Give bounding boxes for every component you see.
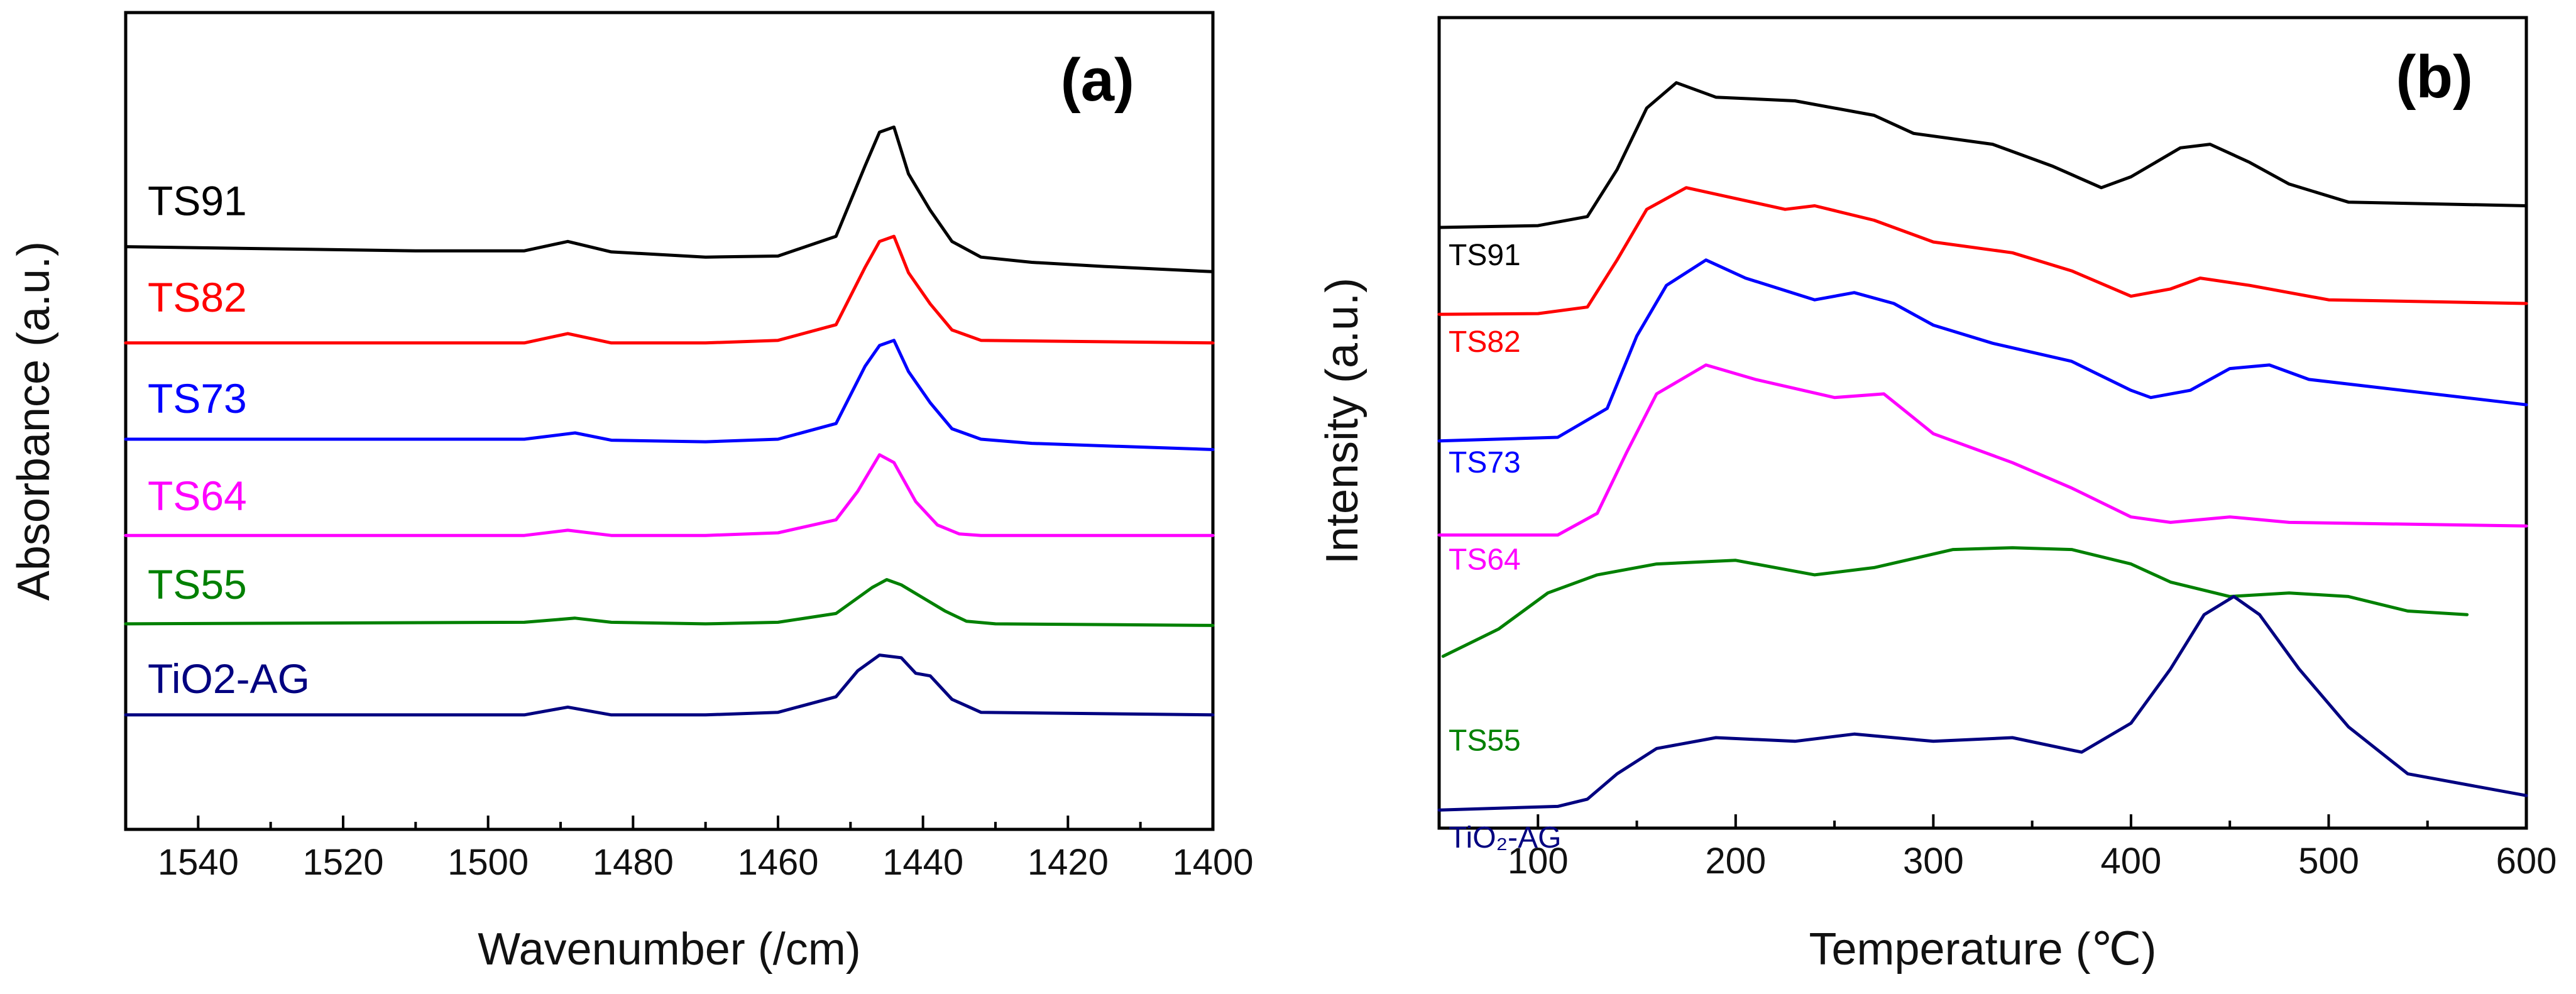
series-label-b-3: TS64 — [1449, 543, 1521, 577]
series-label-b-1: TS82 — [1449, 325, 1521, 359]
x-axis-title-b: Temperature (℃) — [1809, 924, 2156, 975]
series-label-a-0: TS91 — [148, 178, 247, 224]
series-line-b-3 — [1437, 363, 2528, 537]
x-tick-label-b-3: 400 — [2101, 841, 2162, 882]
x-tick-label-a-0: 1540 — [158, 842, 239, 883]
y-axis-title-a: Absorbance (a.u.) — [9, 241, 59, 601]
plot-frame-b — [1437, 16, 2528, 830]
series-line-b-5 — [1437, 594, 2528, 812]
panel-label-a: (a) — [1061, 46, 1134, 114]
plot-frame-a — [124, 11, 1215, 831]
series-labels-a: TS91 TS82 TS73 TS64 TS55 TiO2-AG — [148, 178, 310, 702]
x-tick-label-b-1: 200 — [1705, 841, 1766, 882]
series-label-b-5: TiO₂-AG — [1449, 821, 1562, 855]
series-line-b-4 — [1441, 546, 2469, 658]
x-tick-label-b-5: 600 — [2496, 841, 2557, 882]
series-line-a-3 — [124, 453, 1215, 537]
series-line-b-1 — [1437, 186, 2528, 316]
x-tick-label-b-2: 300 — [1903, 841, 1964, 882]
series-line-a-4 — [124, 578, 1215, 627]
series-label-b-4: TS55 — [1449, 724, 1521, 757]
series-line-a-5 — [124, 653, 1215, 717]
panel-a: 1540 1520 1500 1480 1460 1440 1420 1400 TS91 TS8… — [9, 11, 1254, 975]
x-tick-label-b-4: 500 — [2298, 841, 2359, 882]
series-group-a — [124, 125, 1215, 717]
series-labels-b: TS91 TS82 TS73 TS64 TS55 TiO₂-AG — [1449, 239, 1562, 855]
series-label-a-5: TiO2-AG — [148, 655, 310, 702]
series-label-b-2: TS73 — [1449, 446, 1521, 479]
y-axis-title-b: Intensity (a.u.) — [1317, 278, 1367, 564]
x-tick-label-a-2: 1500 — [447, 842, 529, 883]
x-tick-label-a-1: 1520 — [302, 842, 383, 883]
x-tick-label-b-0: 100 — [1508, 841, 1569, 882]
panel-b: 100 200 300 400 500 600 TS91TS82TS73TS64TS55T… — [1317, 16, 2557, 975]
series-group-b — [1437, 81, 2528, 812]
series-line-a-0 — [124, 125, 1215, 273]
x-ticks-b: 100 200 300 400 500 600 — [1508, 814, 2557, 882]
series-line-b-2 — [1437, 258, 2528, 443]
series-line-a-2 — [124, 339, 1215, 451]
panel-label-b: (b) — [2396, 43, 2473, 111]
series-label-a-1: TS82 — [148, 274, 247, 320]
series-label-b-0: TS91 — [1449, 239, 1521, 272]
x-ticks-a: 1540 1520 1500 1480 1460 1440 1420 1400 — [158, 816, 1254, 883]
x-tick-label-a-5: 1440 — [882, 842, 963, 883]
series-label-a-4: TS55 — [148, 561, 247, 608]
series-label-a-3: TS64 — [148, 472, 247, 519]
x-tick-label-a-4: 1460 — [737, 842, 818, 883]
x-tick-label-a-6: 1420 — [1028, 842, 1109, 883]
x-tick-label-a-3: 1480 — [593, 842, 674, 883]
series-line-a-1 — [124, 234, 1215, 345]
series-label-a-2: TS73 — [148, 375, 247, 422]
x-tick-label-a-7: 1400 — [1172, 842, 1253, 883]
series-line-b-0 — [1437, 81, 2528, 229]
x-axis-title-a: Wavenumber (/cm) — [478, 924, 860, 975]
